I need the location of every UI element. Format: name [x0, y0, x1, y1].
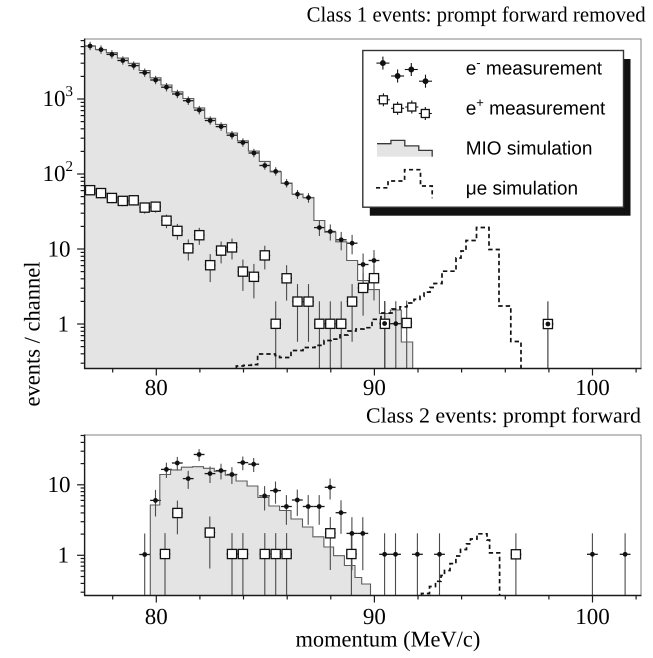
svg-text:100: 100: [575, 375, 610, 400]
svg-text:90: 90: [363, 375, 386, 400]
svg-text:Class 2 events: prompt forward: Class 2 events: prompt forward: [366, 404, 641, 428]
svg-text:100: 100: [575, 604, 610, 629]
svg-text:90: 90: [363, 604, 386, 629]
svg-text:3: 3: [66, 84, 74, 100]
svg-text:10: 10: [48, 236, 71, 261]
svg-text:10: 10: [48, 472, 71, 497]
svg-text:e- measurement: e- measurement: [466, 55, 603, 80]
svg-text:10: 10: [43, 161, 66, 186]
svg-text:MIO simulation: MIO simulation: [466, 138, 593, 159]
svg-text:μe simulation: μe simulation: [466, 179, 578, 200]
svg-text:10: 10: [43, 86, 66, 111]
svg-text:momentum (MeV/c): momentum (MeV/c): [296, 627, 481, 652]
svg-text:events / channel: events / channel: [20, 262, 45, 407]
svg-text:e+ measurement: e+ measurement: [466, 95, 606, 120]
svg-text:80: 80: [145, 604, 168, 629]
svg-text:1: 1: [58, 311, 70, 336]
svg-text:80: 80: [145, 375, 168, 400]
svg-text:2: 2: [66, 159, 74, 175]
svg-text:Class 1 events: prompt forward: Class 1 events: prompt forward removed: [307, 3, 646, 27]
svg-text:1: 1: [58, 543, 70, 568]
